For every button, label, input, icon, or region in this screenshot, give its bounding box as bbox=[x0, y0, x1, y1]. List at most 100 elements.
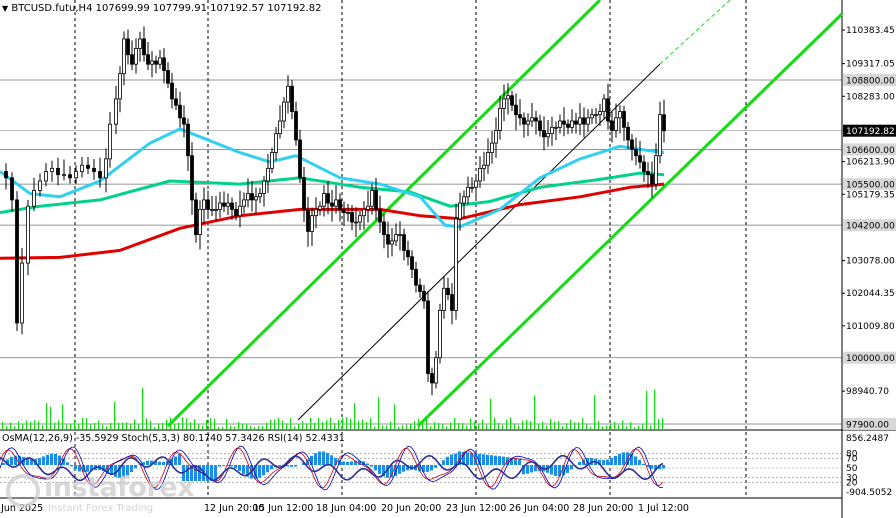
volume-bar bbox=[274, 419, 276, 429]
candle-body bbox=[602, 98, 606, 112]
candle bbox=[74, 165, 78, 185]
osc-tick-label: 856.2487 bbox=[846, 434, 889, 444]
candle bbox=[378, 195, 382, 233]
candle-body bbox=[150, 60, 154, 65]
candle-body bbox=[104, 158, 108, 179]
candle-body bbox=[470, 186, 474, 189]
candle-body bbox=[130, 54, 134, 65]
candle bbox=[398, 221, 402, 251]
candle-body bbox=[62, 174, 66, 177]
volume-bar bbox=[26, 420, 28, 429]
volume-bar bbox=[662, 417, 664, 429]
osma-bar bbox=[662, 465, 665, 469]
osma-bar bbox=[262, 465, 265, 476]
candle-body bbox=[446, 287, 450, 295]
candle-body bbox=[402, 234, 406, 251]
candle bbox=[266, 154, 270, 193]
symbol-info-bar: ▼ BTCUSD.futu,H4 107699.99 107799.91 107… bbox=[2, 3, 321, 15]
volume-bar bbox=[570, 419, 572, 429]
watermark-brand: instaforex bbox=[44, 472, 195, 503]
candle bbox=[334, 185, 338, 214]
candle bbox=[382, 214, 386, 249]
osc-tick-label: 20 bbox=[846, 478, 858, 488]
volume-bar bbox=[354, 403, 356, 429]
candle bbox=[618, 105, 622, 134]
volume-bar bbox=[630, 422, 632, 429]
volume-bar bbox=[146, 418, 148, 429]
candle-body bbox=[346, 212, 350, 214]
osma-bar bbox=[554, 465, 557, 476]
volume-bar bbox=[78, 423, 80, 429]
volume-bar bbox=[370, 418, 372, 429]
time-label: 20 Jun 20:00 bbox=[381, 503, 441, 514]
candle-body bbox=[334, 199, 338, 207]
horizontal-levels bbox=[0, 79, 842, 425]
volume-bar bbox=[406, 424, 408, 429]
candle bbox=[562, 107, 566, 137]
candle bbox=[470, 177, 474, 193]
volume-bar bbox=[226, 418, 228, 429]
volume-bar bbox=[578, 422, 580, 429]
price-label: 104200.00 bbox=[846, 222, 895, 232]
osma-bar bbox=[178, 453, 181, 465]
candle-body bbox=[214, 208, 218, 211]
osma-bar bbox=[318, 451, 321, 465]
candle-body bbox=[430, 373, 434, 384]
candle-body bbox=[174, 98, 178, 106]
volume-bar bbox=[50, 406, 52, 429]
candle bbox=[446, 277, 450, 301]
volume-bar bbox=[286, 423, 288, 429]
price-label-box bbox=[843, 351, 896, 364]
candle-body bbox=[414, 268, 418, 286]
candle bbox=[570, 109, 574, 134]
volume-bar bbox=[350, 418, 352, 429]
volume-bar bbox=[290, 418, 292, 429]
candle-body bbox=[190, 155, 194, 201]
candle-body bbox=[426, 300, 430, 374]
osma-bar bbox=[426, 465, 429, 472]
volume-bar bbox=[618, 424, 620, 429]
volume-bar bbox=[114, 402, 116, 429]
volume-bar bbox=[650, 425, 652, 429]
volume-bar bbox=[110, 422, 112, 429]
candle bbox=[92, 159, 96, 180]
candle bbox=[558, 114, 562, 134]
candle bbox=[414, 261, 418, 293]
candle-body bbox=[642, 161, 646, 172]
oscillator-values-text: OsMA(12,26,9) -35.5929 Stoch(5,3,3) 80.1… bbox=[2, 433, 345, 444]
stoch-signal-line bbox=[0, 447, 664, 489]
volume-bar bbox=[66, 424, 68, 429]
osma-bar bbox=[130, 465, 133, 472]
candle-body bbox=[138, 38, 142, 49]
candle-body bbox=[582, 117, 586, 125]
osma-bar bbox=[418, 465, 421, 472]
volume-bar bbox=[86, 418, 88, 429]
candle bbox=[338, 193, 342, 222]
volume-bar bbox=[538, 423, 540, 429]
candle bbox=[646, 162, 650, 189]
candle-body bbox=[278, 120, 282, 135]
candle-body bbox=[26, 205, 30, 264]
candle-body bbox=[490, 142, 494, 153]
candle-body bbox=[242, 199, 246, 207]
osma-bar bbox=[558, 465, 561, 477]
osma-bar bbox=[362, 461, 365, 465]
candle-body bbox=[482, 164, 486, 169]
candle bbox=[370, 183, 374, 215]
candle-body bbox=[74, 171, 78, 179]
candle bbox=[202, 187, 206, 224]
osma-bar bbox=[314, 453, 317, 465]
candle-body bbox=[502, 98, 506, 109]
candle bbox=[606, 83, 610, 130]
candle-body bbox=[226, 202, 230, 207]
candle bbox=[166, 62, 170, 89]
collapse-triangle-icon[interactable]: ▼ bbox=[2, 4, 9, 13]
candle-body bbox=[398, 234, 402, 237]
osma-bar bbox=[238, 465, 241, 471]
volume-bar bbox=[122, 422, 124, 429]
price-label-box bbox=[843, 418, 896, 430]
candle bbox=[146, 41, 150, 71]
candle-body bbox=[294, 111, 298, 141]
